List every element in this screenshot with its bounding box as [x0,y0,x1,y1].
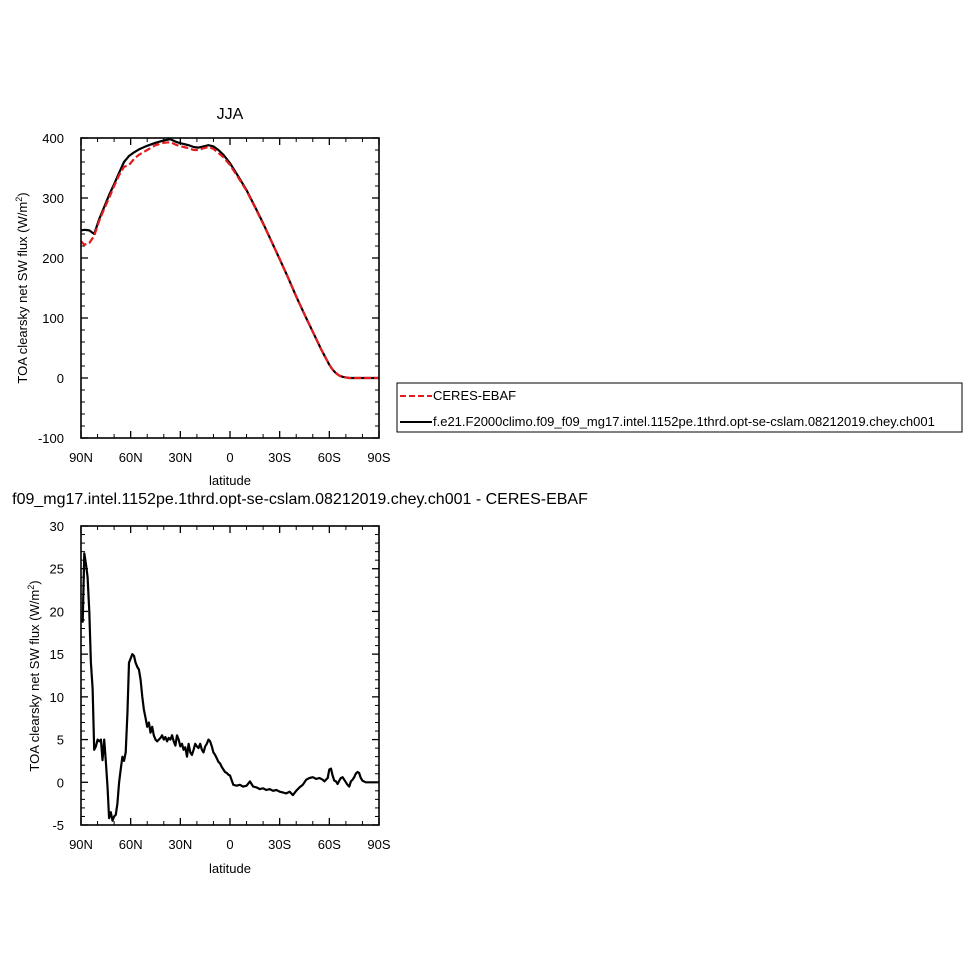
panel-bottom-frame [80,525,380,826]
panel-bottom-axes: 90N 60N 30N 0 30S 60S 90S 30 25 20 15 10 5 0 -5 [50,519,391,852]
x-tick-label: 60S [318,837,341,852]
panel-bottom-ylabel: TOA clearsky net SW flux (W/m2) [26,580,42,771]
x-tick-label: 90S [367,450,390,465]
x-tick-label: 0 [226,450,233,465]
x-tick-label: 90N [69,837,93,852]
x-tick-label: 60N [119,837,143,852]
y-tick-label: 100 [42,311,64,326]
x-tick-label: 30N [168,450,192,465]
y-tick-label: 20 [50,604,64,619]
x-tick-label: 30N [168,837,192,852]
panel-bottom: f09_mg17.intel.1152pe.1thrd.opt-se-cslam… [12,491,588,876]
panel-top-axes: 90N 60N 30N 0 30S 60S 90S 400 300 200 100 0 -100 [38,131,391,465]
y-tick-label: 5 [57,733,64,748]
panel-top-title: JJA [217,106,244,123]
legend: CERES-EBAF f.e21.F2000climo.f09_f09_mg17… [396,382,963,433]
x-tick-label: 60S [318,450,341,465]
y-tick-label: 0 [57,371,64,386]
panel-top: JJA 90N 60N 30N 0 30S 60S 90S 400 300 200 100 0 -100… [14,106,391,488]
panel-top-ylabel: TOA clearsky net SW flux (W/m2) [14,192,30,383]
panel-bottom-series [80,552,379,822]
legend-box [396,382,963,433]
legend-label-ceres: CERES-EBAF [433,388,516,403]
x-tick-label: 60N [119,450,143,465]
x-tick-label: 0 [226,837,233,852]
series-line-difference [80,552,379,822]
y-tick-label: -5 [52,818,64,833]
panel-bottom-xlabel: latitude [209,861,251,876]
x-tick-label: 30S [268,450,291,465]
panel-top-series [80,138,379,380]
panel-top-frame [80,137,380,439]
panel-bottom-title: f09_mg17.intel.1152pe.1thrd.opt-se-cslam… [12,491,588,508]
y-tick-label: 400 [42,131,64,146]
x-tick-label: 90S [367,837,390,852]
y-tick-label: 30 [50,519,64,534]
y-tick-label: 200 [42,251,64,266]
y-tick-label: -100 [38,431,64,446]
y-tick-label: 0 [57,775,64,790]
legend-label-model: f.e21.F2000climo.f09_f09_mg17.intel.1152… [433,414,935,429]
panel-top-xlabel: latitude [209,473,251,488]
x-tick-label: 30S [268,837,291,852]
y-tick-label: 10 [50,690,64,705]
series-line-ceres [80,141,379,380]
series-line-model [80,138,379,380]
y-tick-label: 15 [50,647,64,662]
y-tick-label: 300 [42,191,64,206]
y-tick-label: 25 [50,562,64,577]
x-tick-label: 90N [69,450,93,465]
